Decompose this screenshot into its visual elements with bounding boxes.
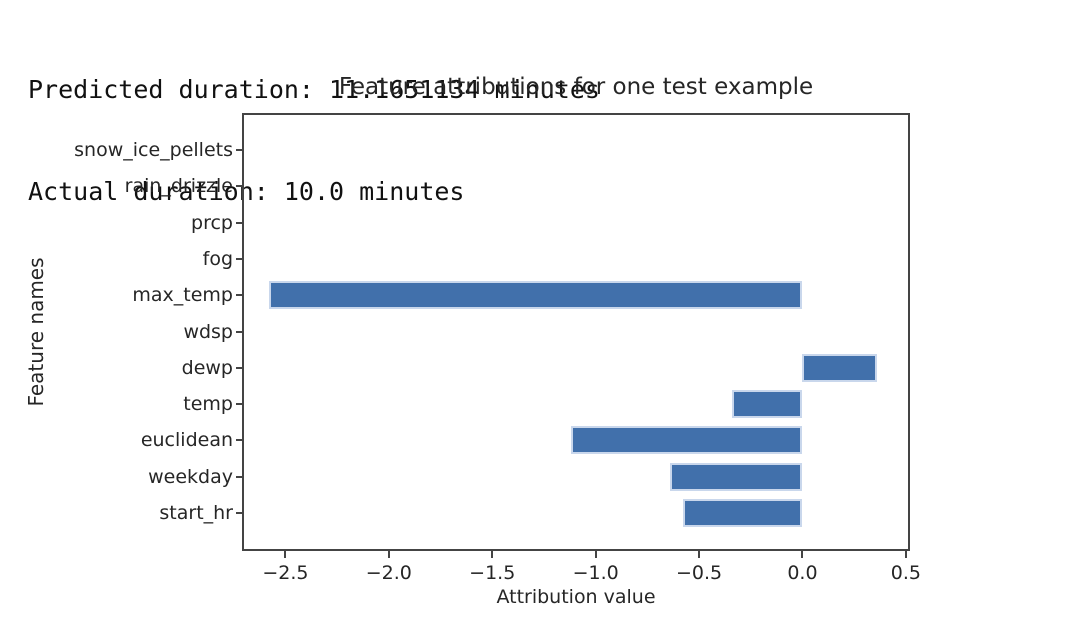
y-tick-label-temp: temp	[183, 393, 233, 416]
bar-start_hr	[682, 499, 803, 527]
x-tick-mark	[801, 551, 804, 558]
bar-euclidean	[570, 426, 803, 455]
x-tick-mark	[904, 551, 907, 558]
bar-dewp	[802, 353, 877, 382]
y-tick-mark	[236, 475, 242, 478]
chart-title: Feature attributions for one test exampl…	[338, 74, 814, 100]
y-tick-label-max_temp: max_temp	[132, 284, 233, 307]
y-tick-mark	[236, 330, 242, 333]
y-tick-label-wdsp: wdsp	[183, 320, 233, 343]
y-tick-mark	[236, 366, 242, 369]
y-tick-mark	[236, 149, 242, 151]
predicted-duration-text: Predicted duration: 11.1651134 minutes	[28, 75, 600, 104]
x-tick-mark	[594, 551, 597, 558]
y-tick-label-rain_drizzle: rain_drizzle	[124, 175, 233, 198]
y-tick-mark	[236, 439, 242, 442]
x-tick-mark	[284, 551, 287, 558]
bar-temp	[732, 390, 803, 419]
x-tick-label-0.5: 0.5	[890, 562, 921, 584]
x-tick-label-−0.5: −0.5	[675, 562, 723, 584]
bar-max_temp	[268, 281, 803, 310]
y-tick-mark	[236, 294, 242, 297]
bar-weekday	[670, 462, 803, 491]
y-tick-label-weekday: weekday	[148, 465, 233, 488]
actual-duration-text: Actual duration: 10.0 minutes	[28, 177, 465, 206]
x-axis-label: Attribution value	[496, 586, 656, 608]
x-tick-label-−1.0: −1.0	[572, 562, 619, 584]
plot-area	[242, 113, 910, 551]
y-tick-label-dewp: dewp	[181, 356, 233, 379]
y-tick-mark	[236, 221, 242, 224]
y-tick-label-prcp: prcp	[191, 211, 233, 234]
y-axis-label: Feature names	[24, 257, 48, 407]
x-tick-label-−1.5: −1.5	[469, 562, 516, 584]
x-tick-mark	[387, 551, 390, 558]
x-tick-mark	[491, 551, 494, 558]
x-tick-mark	[698, 551, 701, 558]
y-tick-mark	[236, 512, 242, 514]
y-tick-mark	[236, 185, 242, 188]
console-output: Predicted duration: 11.1651134 minutes A…	[28, 5, 600, 277]
y-tick-label-euclidean: euclidean	[140, 429, 233, 452]
x-tick-label-0.0: 0.0	[787, 562, 818, 584]
y-tick-mark	[236, 257, 242, 260]
y-tick-label-fog: fog	[202, 247, 233, 270]
y-tick-mark	[236, 403, 242, 406]
y-tick-label-snow_ice_pellets: snow_ice_pellets	[74, 139, 233, 161]
y-tick-label-start_hr: start_hr	[159, 502, 233, 524]
x-tick-label-−2.0: −2.0	[365, 562, 412, 584]
x-tick-label-−2.5: −2.5	[262, 562, 309, 584]
